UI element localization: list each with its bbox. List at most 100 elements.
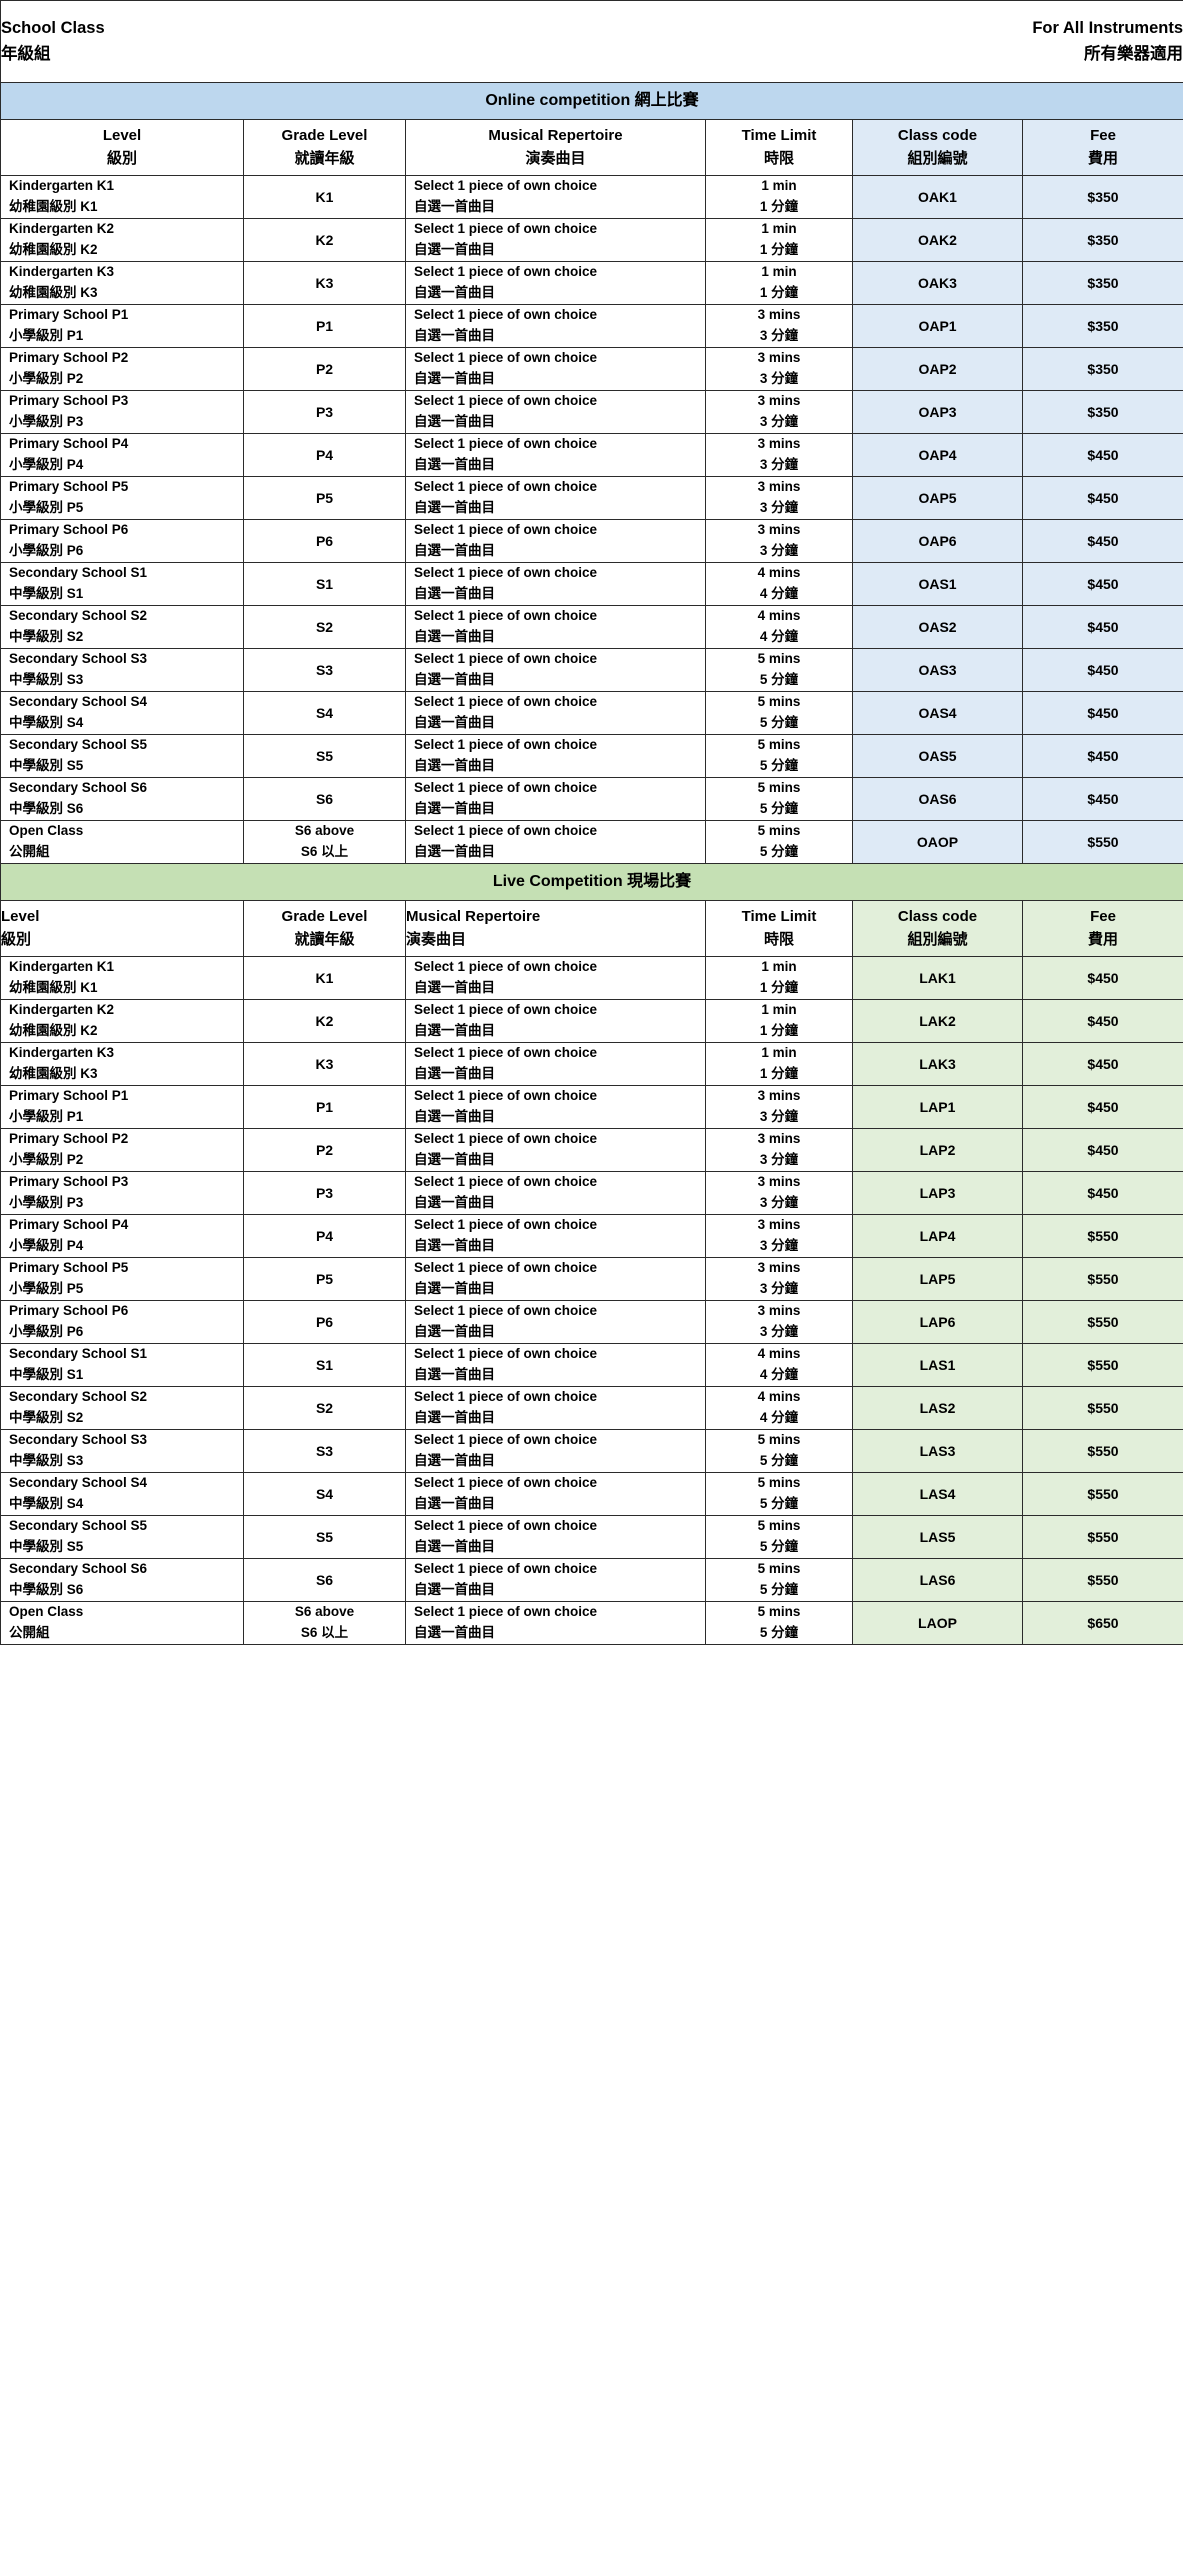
cell-fee: $350 (1022, 218, 1183, 262)
cell-time-limit: 1 min 1 分鐘 (705, 218, 853, 262)
table-row: Primary School P1 小學級別 P1 P1 Select 1 piece… (0, 1085, 1183, 1129)
cell-level-en: Secondary School S5 (9, 1518, 148, 1534)
cell-grade-level: K2 (243, 999, 406, 1043)
column-header-en: Fee (1090, 127, 1116, 144)
cell-level: Primary School P3 小學級別 P3 (0, 390, 244, 434)
cell-musical-repertoire-zh: 自選一首曲目 (414, 543, 495, 558)
cell-level-zh: 中學級別 S2 (9, 629, 84, 644)
cell-musical-repertoire: Select 1 piece of own choice 自選一首曲目 (405, 1429, 706, 1473)
banner-left-en: School Class (1, 18, 105, 37)
cell-grade-level: P5 (243, 1257, 406, 1301)
cell-level-zh: 小學級別 P4 (9, 457, 84, 472)
cell-musical-repertoire: Select 1 piece of own choice 自選一首曲目 (405, 175, 706, 219)
cell-time-limit-en: 4 mins (757, 608, 801, 624)
cell-level-zh: 幼稚園級別 K3 (9, 285, 98, 300)
cell-level-en: Secondary School S3 (9, 1432, 148, 1448)
cell-class-code: OAS4 (852, 691, 1023, 735)
cell-level: Primary School P5 小學級別 P5 (0, 476, 244, 520)
table-row: Secondary School S5 中學級別 S5 S5 Select 1 pie… (0, 1515, 1183, 1559)
competition-class-table: School Class 年級組 For All Instruments 所有樂… (0, 0, 1183, 1645)
cell-grade-level: P1 (243, 304, 406, 348)
cell-time-limit-en: 5 mins (757, 1604, 801, 1620)
cell-musical-repertoire: Select 1 piece of own choice 自選一首曲目 (405, 1343, 706, 1387)
column-header-en: Time Limit (741, 127, 817, 144)
table-row: Open Class 公開組 S6 above S6 以上 Select 1 piece… (0, 820, 1183, 864)
cell-grade-level: P4 (243, 433, 406, 477)
cell-grade-level: S4 (243, 691, 406, 735)
cell-grade-level: S3 (243, 648, 406, 692)
cell-grade-level: S6 (243, 1558, 406, 1602)
cell-musical-repertoire: Select 1 piece of own choice 自選一首曲目 (405, 1257, 706, 1301)
cell-time-limit: 5 mins 5 分鐘 (705, 820, 853, 864)
cell-grade-level: S1 (243, 562, 406, 606)
cell-musical-repertoire: Select 1 piece of own choice 自選一首曲目 (405, 261, 706, 305)
cell-musical-repertoire: Select 1 piece of own choice 自選一首曲目 (405, 1171, 706, 1215)
cell-time-limit: 5 mins 5 分鐘 (705, 1601, 853, 1645)
cell-level: Primary School P4 小學級別 P4 (0, 1214, 244, 1258)
cell-grade-level: P3 (243, 1171, 406, 1215)
cell-musical-repertoire-zh: 自選一首曲目 (414, 1023, 495, 1038)
cell-time-limit-zh: 3 分鐘 (759, 1238, 799, 1253)
cell-musical-repertoire-zh: 自選一首曲目 (414, 414, 495, 429)
cell-level-zh: 小學級別 P6 (9, 1324, 84, 1339)
cell-time-limit-en: 3 mins (757, 307, 801, 323)
cell-musical-repertoire: Select 1 piece of own choice 自選一首曲目 (405, 476, 706, 520)
cell-musical-repertoire-zh: 自選一首曲目 (414, 586, 495, 601)
cell-musical-repertoire: Select 1 piece of own choice 自選一首曲目 (405, 1085, 706, 1129)
cell-musical-repertoire-en: Select 1 piece of own choice (414, 780, 598, 796)
cell-level: Secondary School S5 中學級別 S5 (0, 734, 244, 778)
cell-fee: $550 (1022, 1300, 1183, 1344)
cell-musical-repertoire-en: Select 1 piece of own choice (414, 1518, 598, 1534)
section-title-live: Live Competition 現場比賽 (0, 863, 1183, 901)
cell-level: Open Class 公開組 (0, 820, 244, 864)
cell-time-limit: 1 min 1 分鐘 (705, 1042, 853, 1086)
cell-musical-repertoire-zh: 自選一首曲目 (414, 1539, 495, 1554)
column-header-fee-online: Fee 費用 (1022, 119, 1183, 176)
cell-class-code: OAS5 (852, 734, 1023, 778)
column-header-zh: 組別編號 (907, 149, 968, 167)
cell-class-code: LAS5 (852, 1515, 1023, 1559)
cell-level-en: Primary School P2 (9, 350, 129, 366)
table-row: Primary School P1 小學級別 P1 P1 Select 1 piece… (0, 304, 1183, 348)
cell-level-zh: 公開組 (9, 1625, 50, 1640)
cell-level-en: Primary School P6 (9, 522, 129, 538)
cell-musical-repertoire-zh: 自選一首曲目 (414, 844, 495, 859)
cell-class-code: OAK1 (852, 175, 1023, 219)
cell-fee: $650 (1022, 1601, 1183, 1645)
column-header-en: Level (102, 127, 142, 144)
cell-time-limit-zh: 5 分鐘 (759, 1582, 799, 1597)
cell-time-limit-en: 4 mins (757, 1389, 801, 1405)
cell-musical-repertoire-zh: 自選一首曲目 (414, 328, 495, 343)
cell-musical-repertoire: Select 1 piece of own choice 自選一首曲目 (405, 999, 706, 1043)
cell-musical-repertoire-zh: 自選一首曲目 (414, 1410, 495, 1425)
cell-level: Primary School P4 小學級別 P4 (0, 433, 244, 477)
cell-time-limit-en: 4 mins (757, 565, 801, 581)
cell-musical-repertoire-en: Select 1 piece of own choice (414, 178, 598, 194)
cell-fee: $350 (1022, 175, 1183, 219)
cell-level: Secondary School S6 中學級別 S6 (0, 777, 244, 821)
cell-level-zh: 小學級別 P2 (9, 1152, 84, 1167)
cell-fee: $450 (1022, 605, 1183, 649)
cell-grade-level: P6 (243, 1300, 406, 1344)
cell-level-zh: 幼稚園級別 K1 (9, 980, 98, 995)
cell-time-limit-en: 5 mins (757, 1518, 801, 1534)
cell-level-en: Secondary School S3 (9, 651, 148, 667)
cell-level-en: Secondary School S5 (9, 737, 148, 753)
cell-level-zh: 中學級別 S4 (9, 715, 84, 730)
cell-level-zh: 幼稚園級別 K1 (9, 199, 98, 214)
cell-time-limit-en: 3 mins (757, 1260, 801, 1276)
cell-time-limit: 4 mins 4 分鐘 (705, 605, 853, 649)
cell-musical-repertoire-en: Select 1 piece of own choice (414, 436, 598, 452)
cell-class-code: OAS3 (852, 648, 1023, 692)
cell-time-limit-zh: 5 分鐘 (759, 672, 799, 687)
cell-musical-repertoire: Select 1 piece of own choice 自選一首曲目 (405, 1472, 706, 1516)
cell-musical-repertoire-zh: 自選一首曲目 (414, 715, 495, 730)
cell-time-limit: 3 mins 3 分鐘 (705, 1300, 853, 1344)
cell-musical-repertoire-zh: 自選一首曲目 (414, 1367, 495, 1382)
cell-grade-level: K3 (243, 261, 406, 305)
cell-time-limit: 4 mins 4 分鐘 (705, 562, 853, 606)
cell-musical-repertoire: Select 1 piece of own choice 自選一首曲目 (405, 691, 706, 735)
cell-grade-level-zh: S6 以上 (300, 1625, 349, 1640)
cell-level: Primary School P1 小學級別 P1 (0, 1085, 244, 1129)
cell-grade-level: K3 (243, 1042, 406, 1086)
